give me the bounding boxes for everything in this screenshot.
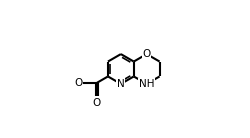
- Text: O: O: [92, 98, 101, 108]
- Text: NH: NH: [139, 79, 154, 89]
- Text: O: O: [142, 49, 151, 59]
- Text: O: O: [74, 78, 82, 88]
- Text: N: N: [117, 79, 125, 89]
